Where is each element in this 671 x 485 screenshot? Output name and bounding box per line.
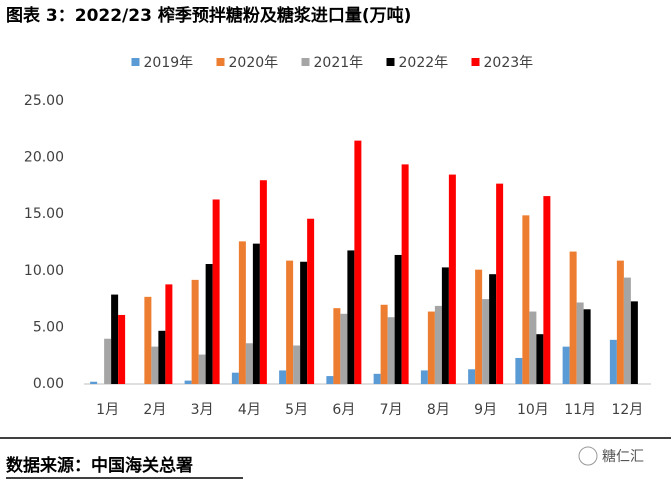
- y-tick-label: 0.00: [33, 376, 64, 392]
- x-tick-label: 10月: [517, 402, 549, 418]
- x-tick-label: 5月: [285, 402, 308, 418]
- x-tick-label: 8月: [427, 402, 450, 418]
- bar: [475, 269, 483, 384]
- legend-label: 2020年: [229, 55, 279, 71]
- bar: [151, 346, 159, 384]
- bar: [245, 343, 253, 384]
- bar: [394, 254, 402, 384]
- x-tick-label: 9月: [474, 402, 497, 418]
- legend-label: 2023年: [484, 55, 534, 71]
- bar: [231, 372, 239, 384]
- source: 数据来源：中国海关总署: [6, 455, 193, 476]
- watermark: 糖仁汇: [602, 449, 644, 465]
- bar: [441, 267, 449, 384]
- bar: [373, 373, 381, 384]
- bar: [333, 308, 341, 384]
- bar: [184, 380, 192, 384]
- y-tick-label: 10.00: [24, 263, 64, 279]
- bar: [420, 370, 428, 384]
- bar: [448, 174, 456, 384]
- bar: [118, 314, 126, 384]
- bar: [401, 164, 409, 384]
- bar: [279, 370, 287, 384]
- bar: [300, 261, 308, 384]
- bar: [536, 334, 544, 384]
- bar: [198, 354, 206, 384]
- bar: [562, 346, 570, 384]
- bar: [205, 264, 213, 384]
- bar: [387, 317, 395, 384]
- legend-label: 2022年: [399, 55, 449, 71]
- bar: [191, 279, 199, 384]
- bar: [515, 357, 523, 384]
- x-tick-label: 12月: [611, 402, 643, 418]
- bar: [482, 299, 490, 384]
- legend-swatch: [386, 58, 395, 66]
- bar: [630, 301, 638, 384]
- bar: [347, 250, 355, 384]
- bar: [111, 294, 119, 384]
- x-tick-label: 4月: [238, 402, 261, 418]
- bar: [576, 302, 584, 384]
- bar: [489, 274, 497, 384]
- bar: [158, 330, 166, 384]
- legend-swatch: [301, 58, 310, 66]
- bar: [496, 183, 504, 384]
- bar: [238, 241, 246, 384]
- legend-label: 2019年: [144, 55, 194, 71]
- x-tick-label: 6月: [332, 402, 355, 418]
- x-tick-label: 7月: [380, 402, 403, 418]
- bar: [144, 296, 152, 384]
- legend-swatch: [131, 58, 140, 66]
- bar: [307, 218, 315, 384]
- bar: [252, 243, 260, 384]
- bar: [569, 251, 577, 384]
- bar: [427, 311, 435, 384]
- watermark-icon: [578, 446, 598, 466]
- y-tick-label: 25.00: [24, 93, 64, 109]
- bar: [616, 260, 624, 384]
- bar: [380, 304, 388, 384]
- bar: [468, 369, 476, 384]
- x-tick-label: 2月: [143, 402, 166, 418]
- bar: [583, 309, 591, 384]
- x-tick-label: 11月: [564, 402, 596, 418]
- bar: [543, 196, 551, 384]
- chart-title: 图表 3：2022/23 榨季预拌糖粉及糖浆进口量(万吨): [6, 5, 411, 26]
- legend-label: 2021年: [314, 55, 364, 71]
- bar: [165, 284, 173, 384]
- bar: [90, 381, 98, 384]
- legend-swatch: [216, 58, 225, 66]
- bar: [623, 277, 631, 384]
- bar: [293, 345, 301, 384]
- bar: [434, 305, 442, 384]
- bar: [212, 199, 220, 384]
- legend-swatch: [471, 58, 480, 66]
- x-tick-label: 3月: [191, 402, 214, 418]
- y-tick-label: 5.00: [33, 319, 64, 335]
- bar: [259, 180, 267, 384]
- bar: [354, 140, 362, 384]
- bar: [529, 311, 537, 384]
- bar: [340, 313, 348, 384]
- bar: [609, 339, 617, 384]
- bar: [104, 338, 112, 384]
- x-tick-label: 1月: [96, 402, 119, 418]
- bar: [326, 376, 334, 384]
- y-tick-label: 20.00: [24, 150, 64, 166]
- bar: [286, 260, 294, 384]
- bar: [522, 215, 530, 384]
- y-tick-label: 15.00: [24, 206, 64, 222]
